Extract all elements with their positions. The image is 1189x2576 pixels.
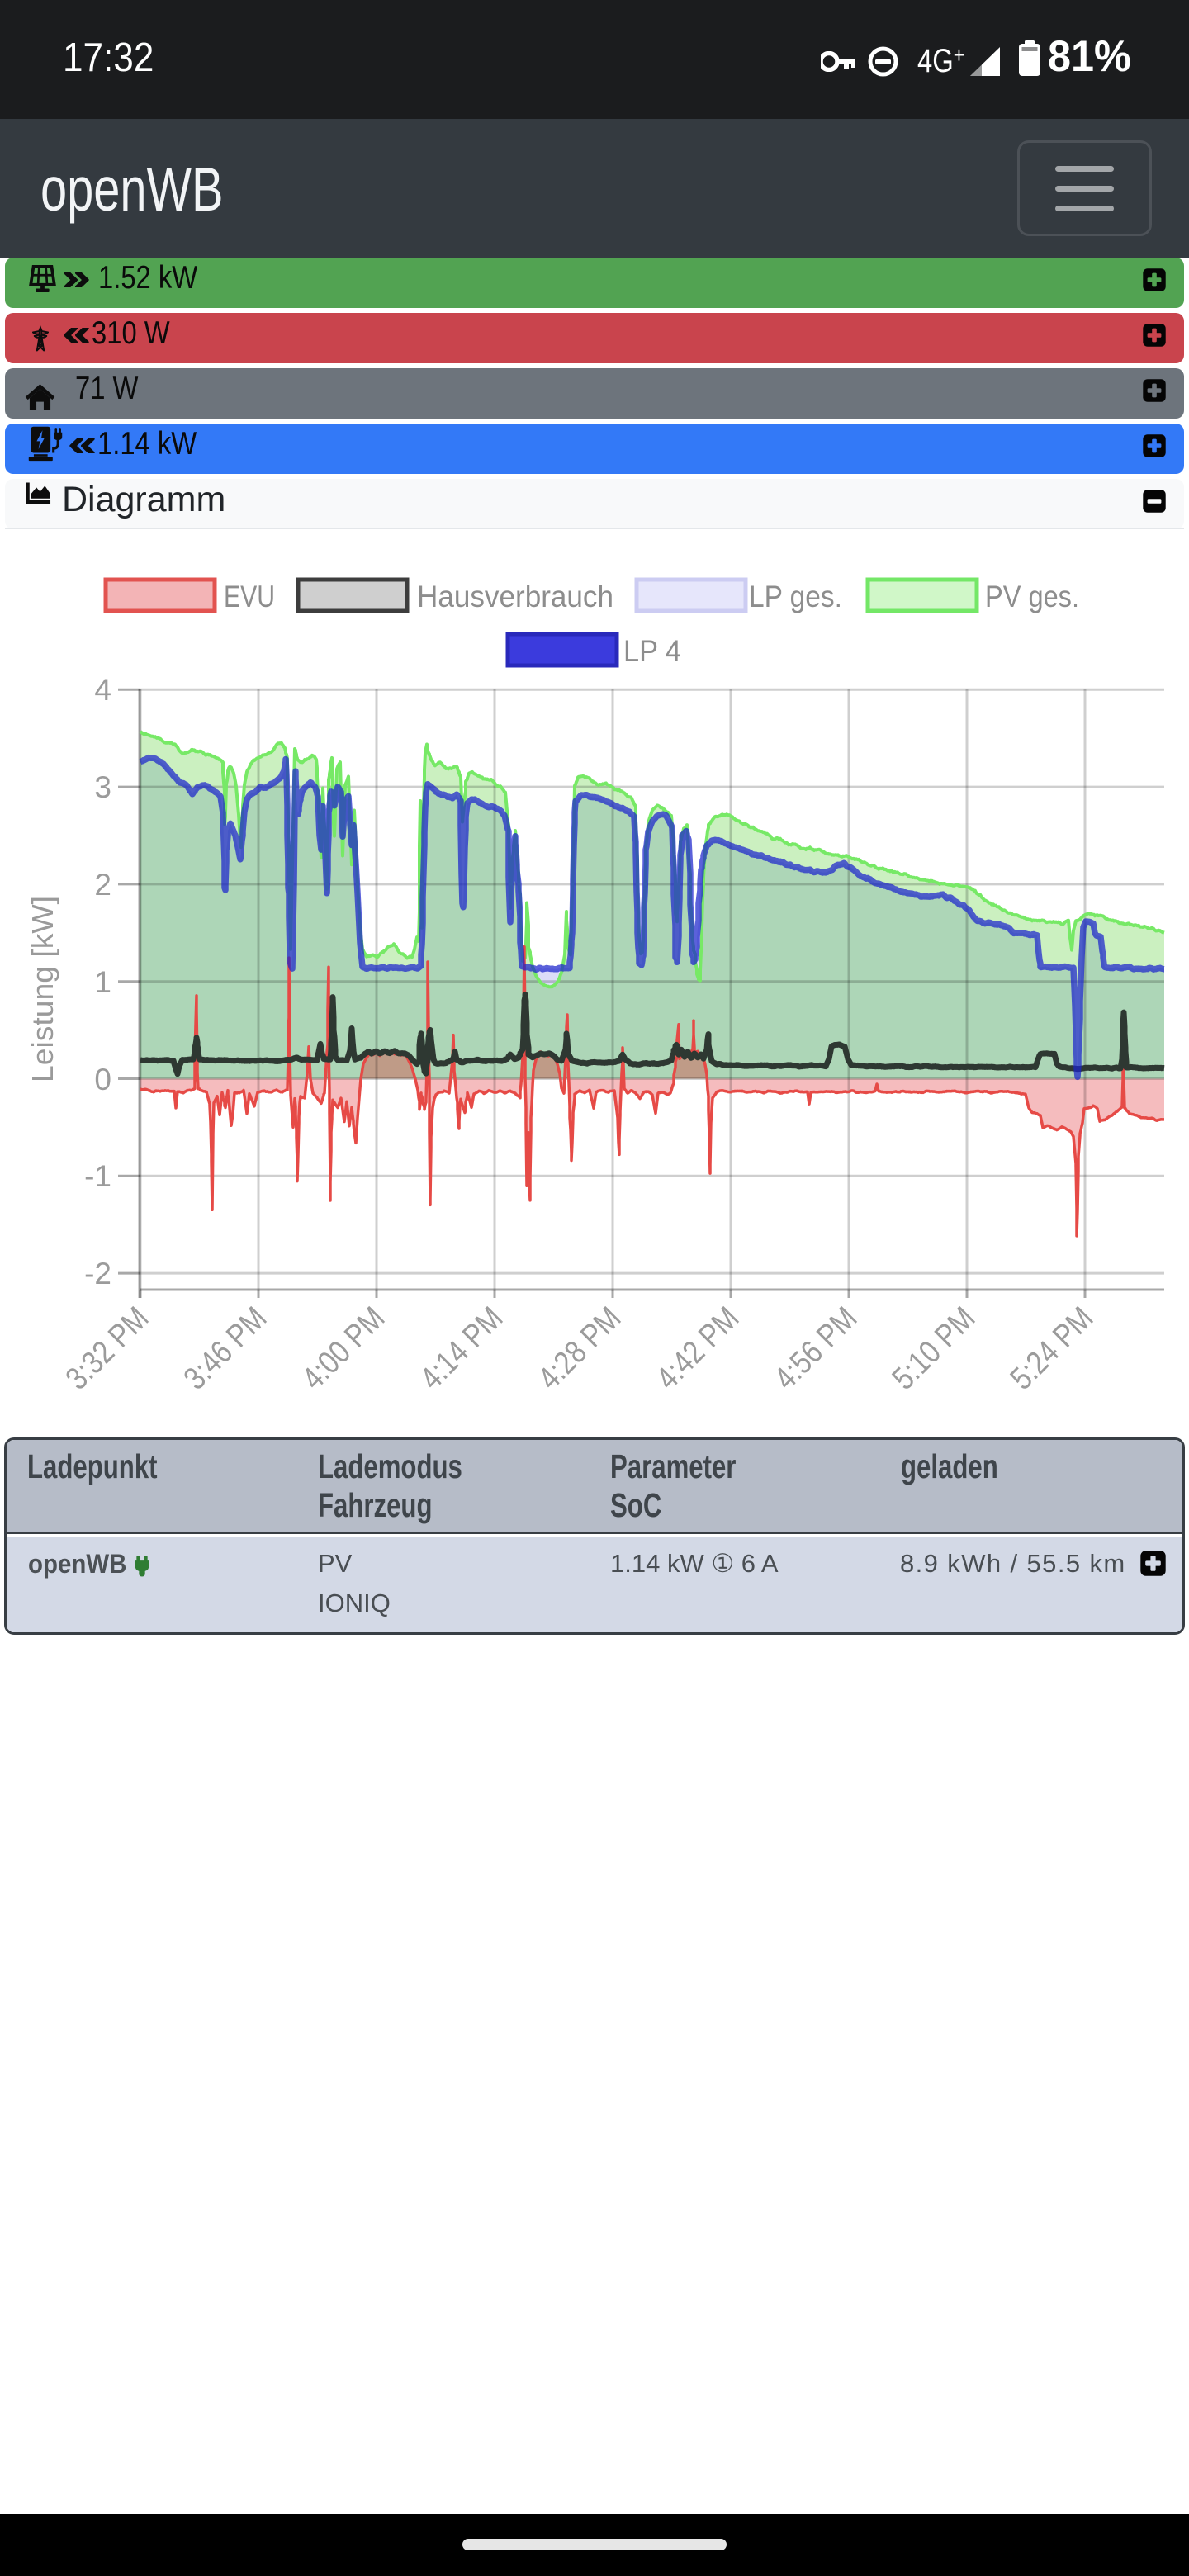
svg-text:LP ges.: LP ges. <box>749 580 842 613</box>
svg-text:5:10 PM: 5:10 PM <box>886 1300 983 1397</box>
svg-text:-2: -2 <box>84 1257 111 1290</box>
svg-text:4:56 PM: 4:56 PM <box>768 1300 865 1397</box>
svg-text:3:32 PM: 3:32 PM <box>59 1300 156 1397</box>
svg-text:5:24 PM: 5:24 PM <box>1004 1300 1101 1397</box>
svg-text:4:42 PM: 4:42 PM <box>650 1300 746 1397</box>
svg-text:4: 4 <box>94 673 111 707</box>
svg-text:LP 4: LP 4 <box>623 634 681 668</box>
svg-text:PV ges.: PV ges. <box>985 580 1079 613</box>
svg-text:-1: -1 <box>84 1159 111 1193</box>
svg-text:4:00 PM: 4:00 PM <box>296 1300 392 1397</box>
svg-text:0: 0 <box>94 1063 111 1096</box>
svg-text:2: 2 <box>94 868 111 902</box>
svg-text:EVU: EVU <box>224 580 275 613</box>
svg-text:3:46 PM: 3:46 PM <box>178 1300 274 1397</box>
svg-text:Hausverbrauch: Hausverbrauch <box>417 580 613 613</box>
svg-text:Leistung [kW]: Leistung [kW] <box>26 896 59 1082</box>
svg-text:3: 3 <box>94 770 111 804</box>
svg-text:4:28 PM: 4:28 PM <box>532 1300 628 1397</box>
svg-text:4:14 PM: 4:14 PM <box>414 1300 510 1397</box>
svg-text:1: 1 <box>94 965 111 999</box>
